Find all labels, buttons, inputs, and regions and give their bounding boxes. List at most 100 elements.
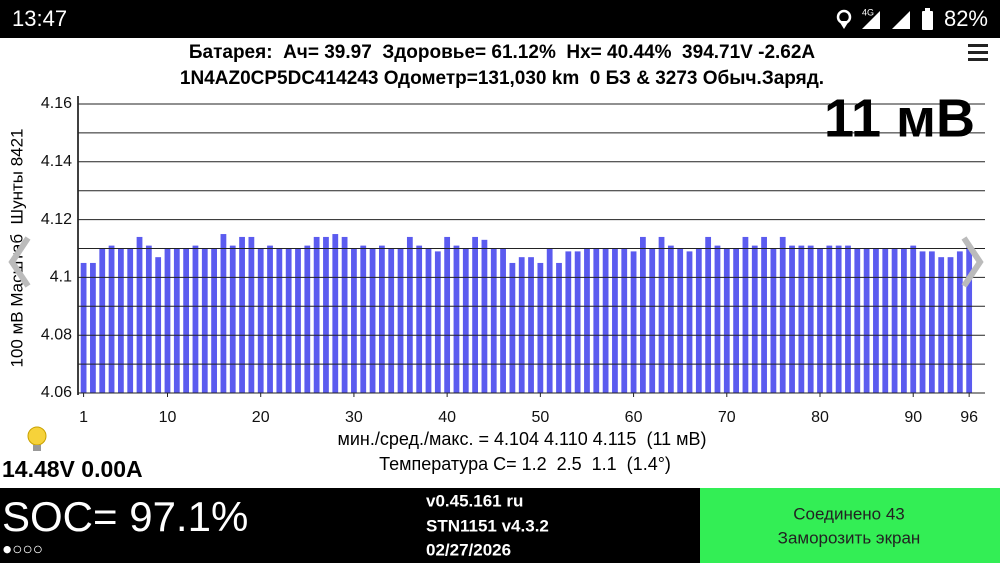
freeze-button[interactable] (700, 488, 1000, 563)
bar (378, 245, 385, 393)
header-line: Батарея: Ач= 39.97 Здоровье= 61.12% Нх= … (189, 42, 816, 63)
bar (90, 262, 96, 393)
bar (313, 236, 320, 393)
bar (640, 236, 646, 393)
bar (630, 251, 637, 393)
bar (257, 248, 264, 393)
grid (78, 103, 985, 394)
bar (117, 248, 124, 393)
bar (695, 248, 702, 393)
bar (518, 257, 525, 393)
bar (705, 236, 712, 393)
bar (397, 248, 404, 393)
bar (817, 248, 823, 393)
bar (835, 245, 842, 393)
bar (192, 245, 199, 393)
bar (938, 257, 945, 393)
bar (761, 236, 767, 393)
bar (947, 257, 954, 393)
bar (677, 248, 684, 393)
bar (472, 236, 478, 393)
bar (444, 236, 451, 393)
menu-button[interactable] (968, 44, 988, 61)
bar (602, 248, 609, 393)
bulb-icon (27, 426, 47, 451)
bar (546, 248, 553, 393)
bar (369, 248, 376, 393)
bar (211, 248, 217, 393)
y-tick-label: 4.1 (50, 269, 72, 286)
bar (127, 248, 134, 393)
bar (863, 248, 870, 393)
bars (80, 234, 973, 393)
bar (928, 251, 935, 393)
battery-level: 82% (944, 6, 988, 31)
footer (0, 488, 700, 563)
device: STN1151 v4.3.2 (426, 516, 549, 535)
bar (481, 239, 488, 393)
bar (593, 248, 600, 393)
freeze-label[interactable]: Заморозить экран (778, 528, 921, 547)
bar (416, 245, 423, 393)
x-tick-label: 70 (718, 409, 736, 426)
bar (360, 245, 367, 393)
bar (686, 251, 693, 393)
bar (854, 248, 861, 393)
bar (351, 248, 357, 393)
bar (621, 248, 628, 393)
bar (341, 236, 348, 393)
bar (500, 248, 506, 393)
bar (537, 262, 544, 393)
y-axis-label: 100 мВ Масштаб Шунты 8421 (7, 128, 26, 367)
bar (882, 248, 889, 393)
bar (789, 245, 795, 393)
bar (164, 248, 171, 393)
bar (220, 234, 227, 393)
x-tick-label: 90 (904, 409, 922, 426)
clock: 13:47 (12, 6, 67, 31)
spread-annotation: 11 мВ (824, 88, 975, 148)
bar (891, 248, 898, 393)
bar (779, 236, 786, 393)
stats-line: мин./сред./макс. = 4.104 4.110 4.115 (11… (338, 429, 707, 449)
prev-arrow[interactable] (8, 236, 31, 288)
status-bar (0, 0, 1000, 38)
bar (136, 236, 143, 393)
bar (751, 245, 758, 393)
bar (406, 236, 413, 393)
bar (574, 251, 581, 393)
bar (173, 248, 180, 393)
bar (332, 234, 339, 393)
version: v0.45.161 ru (426, 491, 523, 510)
bar (956, 251, 963, 393)
bar (388, 248, 395, 393)
bar (462, 248, 469, 393)
x-tick-label: 30 (345, 409, 363, 426)
x-tick-label: 60 (625, 409, 643, 426)
x-tick-label: 40 (438, 409, 456, 426)
bar (565, 251, 572, 393)
y-tick-label: 4.06 (41, 384, 72, 401)
bar (658, 236, 665, 393)
y-tick-label: 4.08 (41, 326, 72, 343)
bar (434, 251, 441, 393)
bar (239, 236, 245, 393)
bar (649, 248, 656, 393)
status-icons: 4G (836, 7, 933, 30)
temperature-line: Температура C= 1.2 2.5 1.1 (1.4°) (379, 454, 671, 474)
bar (528, 257, 534, 393)
x-tick-label: 1 (79, 409, 88, 426)
bar (667, 245, 674, 393)
connection-status: Соединено 43 (793, 504, 905, 523)
bar (826, 245, 833, 393)
bar (807, 245, 814, 393)
bar (770, 248, 777, 393)
bar (267, 245, 273, 393)
bar (201, 248, 208, 393)
bar (966, 245, 973, 393)
page-dots: ●○○○ (2, 539, 43, 558)
bar (919, 251, 926, 393)
next-arrow[interactable] (961, 236, 984, 288)
bar (145, 245, 152, 393)
